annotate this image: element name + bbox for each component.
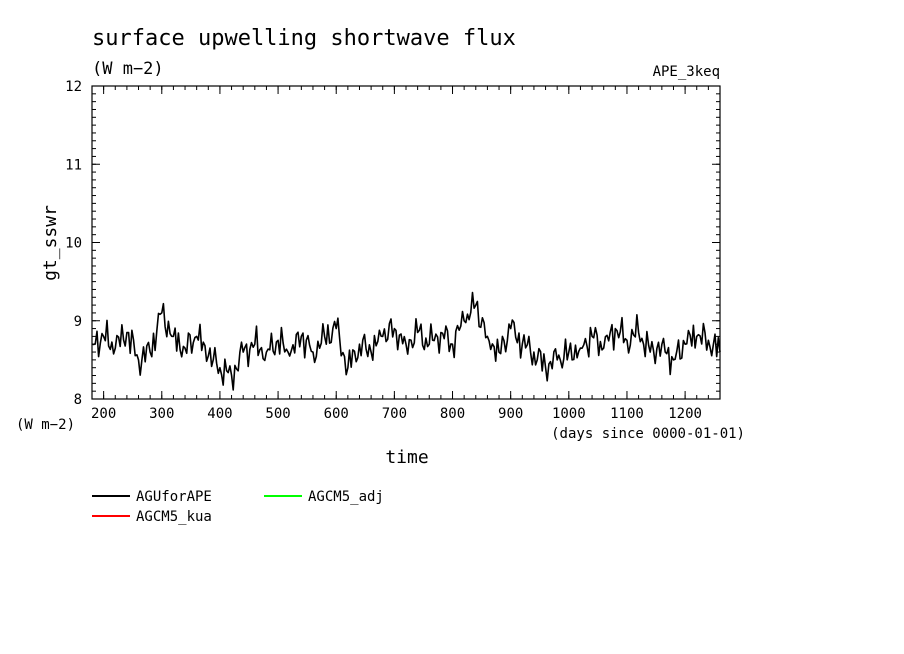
- x-tick-label: 1200: [668, 406, 702, 422]
- x-tick-labels: 200 300 400 500 600 700 800 900 1000 1100 1200: [91, 406, 702, 422]
- chart-units: (W m−2): [92, 59, 164, 79]
- y-axis-label: gt_sswr: [40, 205, 61, 281]
- experiment-label: APE_3keq: [653, 64, 720, 80]
- legend-label-adj: AGCM5_adj: [308, 489, 384, 505]
- legend-label-kua: AGCM5_kua: [136, 509, 212, 525]
- x-tick-label: 500: [265, 406, 290, 422]
- x-tick-label: 200: [91, 406, 116, 422]
- y-tick-label: 8: [74, 392, 82, 408]
- data-lines: [91, 291, 721, 391]
- x-tick-label: 800: [440, 406, 465, 422]
- y-tick-label: 10: [65, 236, 82, 252]
- x-tick-label: 700: [382, 406, 407, 422]
- x-tick-label: 1100: [610, 406, 644, 422]
- x-tick-label: 1000: [552, 406, 586, 422]
- y-tick-label: 11: [65, 157, 82, 173]
- x-units-label: (days since 0000-01-01): [551, 426, 745, 442]
- y-tick-label: 12: [65, 79, 82, 95]
- x-tick-label: 300: [149, 406, 174, 422]
- legend: AGUforAPE AGCM5_adj AGCM5_kua: [92, 489, 384, 525]
- y-units-label: (W m−2): [16, 417, 75, 433]
- x-tick-label: 900: [498, 406, 523, 422]
- x-tick-label: 600: [324, 406, 349, 422]
- legend-label-agu: AGUforAPE: [136, 489, 212, 505]
- y-tick-labels: 8 9 10 11 12: [65, 79, 82, 408]
- x-axis-label: time: [385, 447, 428, 468]
- x-tick-label: 400: [207, 406, 232, 422]
- y-tick-label: 9: [74, 314, 82, 330]
- axis-ticks: [91, 85, 721, 400]
- chart-title: surface upwelling shortwave flux: [92, 26, 516, 51]
- series-line-aguforape: [91, 291, 721, 391]
- plot-frame: [91, 85, 721, 400]
